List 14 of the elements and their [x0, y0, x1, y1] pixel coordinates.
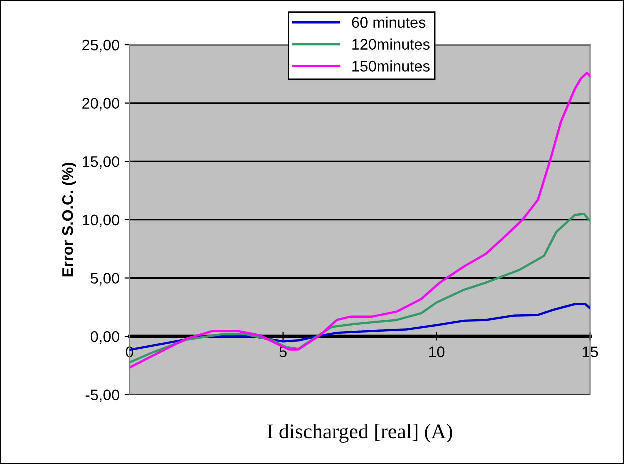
x-tick-label: 10	[429, 346, 445, 358]
y-tick-label: 25,00	[82, 40, 120, 52]
y-tick-label: 5,00	[90, 273, 120, 286]
y-axis-title: Error S.O.C. (%)	[62, 162, 76, 277]
x-axis-title: I discharged [real] (A)	[268, 424, 452, 443]
y-tick-label: -5,00	[86, 390, 120, 402]
legend-label: 120minutes	[352, 38, 430, 50]
legend-label: 60 minutes	[352, 16, 426, 28]
x-tick-label: 15	[582, 346, 598, 358]
y-tick-label: 15,00	[83, 156, 120, 170]
legend-label: 150minutes	[352, 60, 430, 72]
y-tick-label: 20,00	[82, 98, 120, 111]
y-tick-label: 0,00	[90, 331, 120, 344]
y-tick-label: 10,00	[83, 214, 120, 228]
